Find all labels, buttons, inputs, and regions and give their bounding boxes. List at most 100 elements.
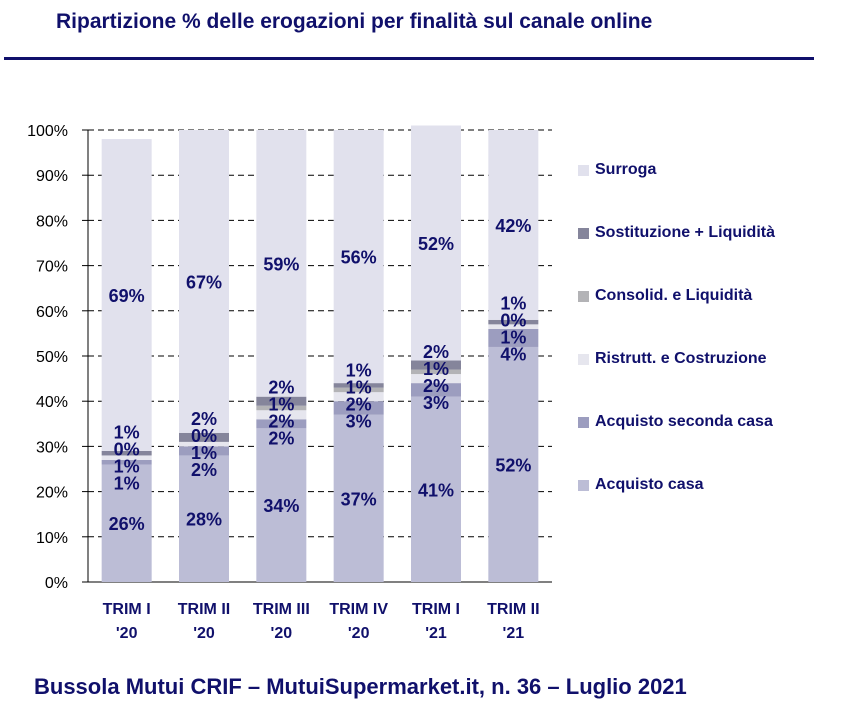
bar-segment (256, 130, 307, 397)
x-tick-label: TRIM III (253, 601, 310, 618)
bar-segment (101, 459, 152, 465)
bar-segment (333, 130, 384, 384)
bar-segment (488, 328, 539, 347)
bar-segment (256, 405, 307, 411)
data-label: 26% (109, 514, 145, 534)
x-tick-label: '20 (116, 625, 138, 642)
y-tick-label: 10% (36, 530, 68, 547)
legend-label: Ristrutt. e Costruzione (595, 350, 767, 367)
data-label: 2% (268, 411, 294, 431)
bar-segment (333, 392, 384, 402)
y-tick-label: 0% (45, 575, 68, 592)
x-tick-label: '20 (348, 625, 370, 642)
bar-segment (411, 374, 461, 384)
bar-segment (256, 428, 307, 582)
data-label: 42% (495, 216, 531, 236)
legend-label: Acquisto seconda casa (595, 413, 773, 430)
x-tick-label: TRIM I (412, 601, 460, 618)
y-tick-label: 80% (36, 213, 68, 230)
bar-segment (179, 130, 229, 433)
x-tick-label: '20 (271, 625, 293, 642)
legend-item: Consolid. e Liquidità (578, 286, 752, 306)
data-label: 2% (191, 409, 217, 429)
y-tick-label: 100% (27, 123, 68, 140)
legend-item: Acquisto casa (578, 475, 703, 495)
data-label: 2% (423, 342, 449, 362)
x-tick-label: '21 (425, 625, 447, 642)
bar-segment (488, 324, 539, 329)
bar-segment (101, 450, 152, 456)
data-label: 34% (263, 496, 299, 516)
legend-label: Acquisto casa (595, 476, 704, 493)
y-tick-label: 60% (36, 304, 68, 321)
data-label: 56% (341, 248, 377, 268)
legend-item: Sostituzione + Liquidità (578, 223, 775, 243)
legend-swatch (578, 416, 589, 428)
bar-segment (256, 396, 307, 406)
data-label: 52% (418, 234, 454, 254)
data-label: 1% (346, 377, 372, 397)
source-footer: Bussola Mutui CRIF – MutuiSupermarket.it… (34, 674, 687, 699)
legend-swatch (578, 353, 589, 365)
bar-segment (256, 419, 307, 429)
x-tick-label: '21 (503, 625, 525, 642)
legend-label: Consolid. e Liquidità (595, 287, 753, 304)
data-label: 1% (500, 327, 526, 347)
bar-segment (411, 369, 461, 375)
data-label: 1% (500, 293, 526, 313)
x-tick-label: TRIM II (487, 601, 539, 618)
data-label: 37% (341, 489, 377, 509)
bar-segment (333, 383, 384, 388)
data-label: 1% (114, 423, 140, 443)
bar-segment (411, 360, 461, 370)
data-label: 52% (495, 455, 531, 475)
legend-label: Sostituzione + Liquidità (595, 224, 775, 241)
legend-swatch (578, 164, 589, 176)
data-label: 3% (423, 393, 449, 413)
data-label: 0% (191, 426, 217, 446)
bar-segment (488, 319, 539, 325)
bar-segment (333, 387, 384, 393)
legend-swatch (578, 290, 589, 302)
x-tick-label: TRIM I (103, 601, 151, 618)
y-tick-label: 50% (36, 349, 68, 366)
bar-segment (256, 410, 307, 420)
data-label: 28% (186, 510, 222, 530)
chart-title: Ripartizione % delle erogazioni per fina… (56, 10, 653, 33)
x-tick-label: TRIM II (178, 601, 230, 618)
bar-segment (488, 346, 539, 582)
bar-segment (411, 125, 461, 361)
legend-item: Acquisto seconda casa (578, 412, 773, 432)
bar-segment (179, 432, 229, 442)
data-label: 59% (263, 254, 299, 274)
bar-segment (411, 396, 461, 582)
bar-segment (488, 130, 539, 320)
x-tick-label: TRIM IV (329, 601, 388, 618)
legend-swatch (578, 227, 589, 239)
legend-swatch (578, 479, 589, 491)
data-label: 1% (191, 443, 217, 463)
bar-segment (101, 139, 152, 451)
title-divider (4, 57, 814, 60)
data-label: 1% (114, 457, 140, 477)
data-label: 69% (109, 286, 145, 306)
y-tick-label: 70% (36, 259, 68, 276)
x-tick-label: '20 (193, 625, 215, 642)
chart-legend: Surroga Sostituzione + Liquidità Consolid.… (578, 160, 848, 520)
bar-segment (179, 446, 229, 456)
bar-segment (101, 455, 152, 460)
data-label: 3% (346, 411, 372, 431)
data-label: 2% (346, 394, 372, 414)
legend-item: Surroga (578, 160, 656, 180)
data-label: 1% (268, 394, 294, 414)
data-label: 2% (423, 376, 449, 396)
bar-segment (179, 455, 229, 582)
data-label: 41% (418, 480, 454, 500)
data-label: 67% (186, 272, 222, 292)
data-label: 2% (191, 460, 217, 480)
data-label: 1% (346, 360, 372, 380)
y-tick-label: 40% (36, 394, 68, 411)
data-label: 2% (268, 428, 294, 448)
data-label: 1% (114, 474, 140, 494)
